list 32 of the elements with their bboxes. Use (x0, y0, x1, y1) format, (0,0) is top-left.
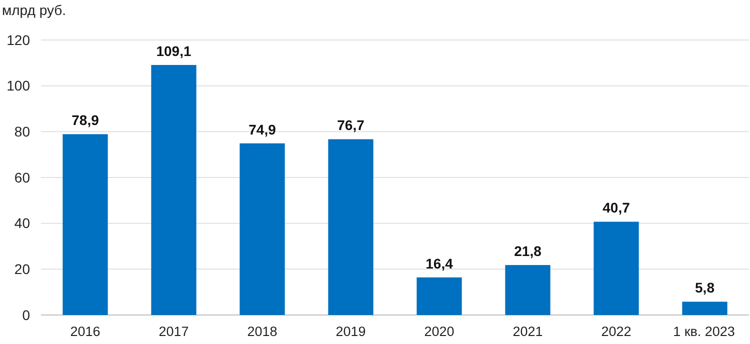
bar (151, 64, 196, 315)
data-label: 109,1 (156, 42, 192, 59)
bar (416, 277, 462, 315)
x-tick-label: 2016 (70, 324, 100, 339)
bar (328, 139, 374, 315)
y-tick-label: 20 (14, 261, 30, 278)
x-tick-label: 2018 (247, 324, 278, 339)
data-label: 76,7 (337, 117, 365, 134)
bar (240, 143, 285, 315)
bar (594, 222, 639, 315)
x-tick-label: 2020 (424, 324, 454, 339)
data-label: 40,7 (602, 200, 630, 216)
y-axis-title: млрд руб. (2, 2, 66, 18)
data-label: 21,8 (514, 243, 542, 260)
x-tick-label: 1 кв. 2023 (673, 324, 735, 339)
x-tick-label: 2019 (336, 324, 366, 339)
bar (682, 302, 728, 315)
y-tick-label: 80 (14, 124, 30, 140)
x-tick-label: 2021 (512, 324, 543, 339)
data-label: 74,9 (248, 121, 276, 138)
y-tick-label: 40 (14, 215, 30, 232)
x-tick-label: 2017 (158, 324, 189, 339)
data-label: 78,9 (72, 112, 100, 128)
x-tick-label: 2022 (601, 324, 632, 339)
y-tick-label: 60 (14, 169, 30, 186)
y-tick-label: 0 (22, 306, 30, 323)
data-label: 5,8 (695, 280, 715, 296)
data-label: 16,4 (426, 255, 454, 272)
y-tick-label: 100 (6, 78, 30, 94)
bar (62, 134, 108, 315)
y-tick-label: 120 (6, 32, 30, 48)
bar (505, 265, 550, 315)
